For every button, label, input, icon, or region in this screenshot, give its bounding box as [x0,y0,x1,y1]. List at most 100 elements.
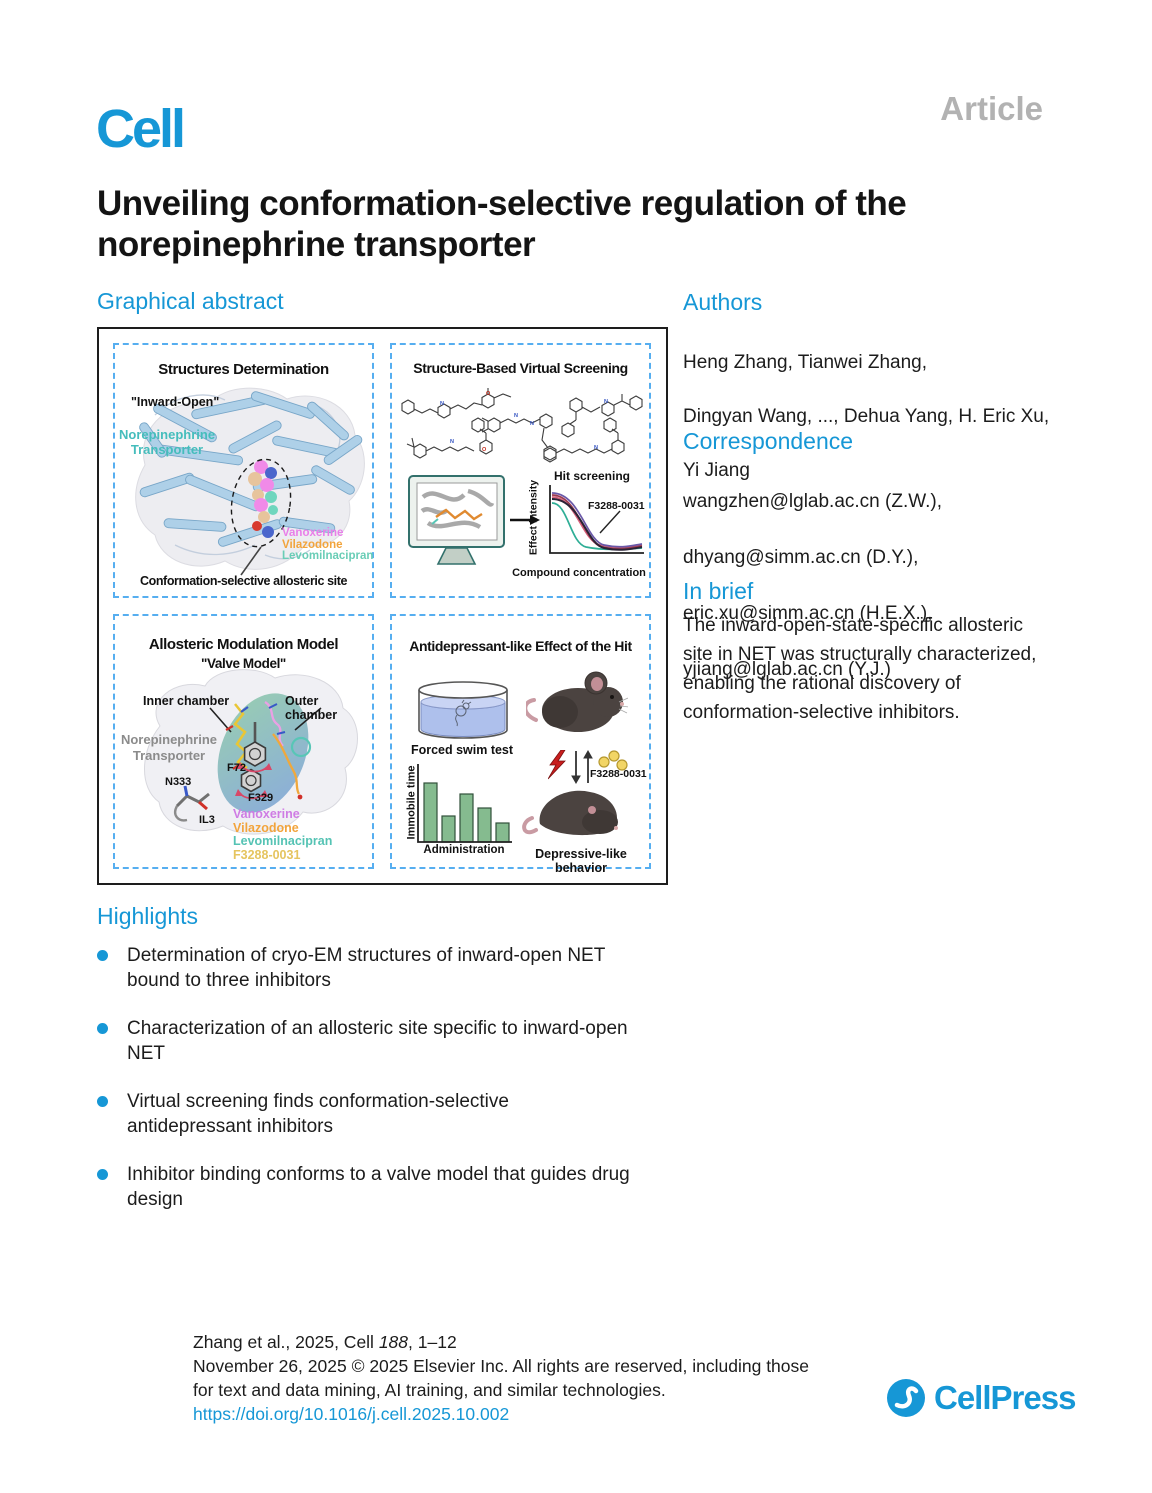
depressive-mouse-illustration [522,790,618,836]
forced-swim-test-label: Forced swim test [410,743,514,757]
arrow-right-icon [510,515,540,525]
svg-text:N: N [594,445,598,451]
bound-ligand-spheres [248,460,278,538]
cellpress-glyph-icon [887,1379,925,1417]
residue-f329-label: F329 [248,792,274,804]
highlight-item: Virtual screening finds conformation-sel… [97,1089,682,1139]
panel-antidepressant-effect: Antidepressant-like Effect of the Hit Fo… [390,614,651,875]
author-names: Heng Zhang, Tianwei Zhang, Dingyan Wang,… [683,352,1050,481]
rights-line: November 26, 2025 © 2025 Elsevier Inc. A… [193,1356,810,1376]
correspondence-emails: wangzhen@lglab.ac.cn (Z.W.), dhyang@simm… [683,460,1113,712]
svg-text:O: O [486,391,491,397]
highlight-item: Characterization of an allosteric site s… [97,1016,682,1066]
graphical-abstract-box: Structures Determination "Inward-Open" N… [97,327,668,885]
hit-pointer-line [599,510,621,534]
bar-y-axis-label: Immobile time [405,765,418,840]
in-brief-heading: In brief [683,578,754,604]
hit-compound-label: F3288-0031 [590,768,647,780]
ligand-label-levomilnacipran: Levomilnacipran [233,834,333,848]
net-cryoem-structure-illustration [135,387,365,576]
dose-response-plot [549,485,644,554]
plot-x-axis-label: Compound concentration [512,567,646,579]
page-title: Unveiling conformation-selective regulat… [97,184,907,264]
ligand-label-f3288: F3288-0031 [233,847,301,862]
citation-block: Zhang et al., 2025, Cell 188, 1–12 Novem… [193,1330,913,1426]
docking-monitor-illustration [408,475,505,565]
highlight-item: Inhibitor binding conforms to a valve mo… [97,1162,682,1212]
ligand-label-vilazodone: Vilazodone [233,820,299,835]
levomilnacipran-ring [290,736,312,758]
panel-virtual-screening: Structure-Based Virtual Screening [390,343,651,598]
svg-text:N: N [514,413,518,419]
citation-volume: 188 [378,1332,409,1352]
ligand-label-vilazodone: Vilazodone [282,538,343,551]
article-type-label: Article [940,90,1043,127]
hit-compound-label: F3288-0031 [588,500,645,512]
outer-chamber-label: Outer chamber [285,694,338,722]
authors-section: Authors Heng Zhang, Tianwei Zhang, Dingy… [683,289,1113,511]
plot-y-axis-label: Effect intensity [527,479,540,556]
email-line: dhyang@simm.ac.cn (D.Y.), [683,547,919,568]
rotation-arrowheads [235,762,272,797]
ligand-label-vanoxerine: Vanoxerine [233,807,300,821]
allosteric-site-ellipse [230,458,292,548]
ligand-label-vanoxerine: Vanoxerine [282,527,344,539]
cell-journal-logo: Cell [96,99,186,159]
immobile-time-bar [423,782,438,843]
graphical-abstract-heading: Graphical abstract [97,288,284,314]
immobile-time-bar [495,822,510,843]
f329-ring-icon [240,768,262,793]
valve-model-subtitle: "Valve Model" [201,656,286,671]
treatment-icons [548,750,628,784]
residue-f72-label: F72 [227,762,246,774]
cellpress-logo: CellPress [886,1378,1076,1418]
rights-line: for text and data mining, AI training, a… [193,1380,666,1400]
svg-text:N: N [604,399,608,405]
residue-n333-label: N333 [165,776,192,788]
correspondence-section: Correspondence wangzhen@lglab.ac.cn (Z.W… [683,428,1113,712]
email-line: eric.xu@simm.ac.cn (H.E.X.), [683,603,933,624]
n333-residue-sticks [174,785,210,822]
stress-lightning-icon [548,750,566,780]
inward-open-label: "Inward-Open" [131,395,220,409]
hit-screening-title: Hit screening [553,469,631,483]
doi-link[interactable]: https://doi.org/10.1016/j.cell.2025.10.0… [193,1404,510,1424]
ligand-label-levomilnacipran: Levomilnacipran [282,550,374,562]
f3288-sticks [272,733,303,800]
bullet-icon [97,1023,108,1034]
highlights-heading: Highlights [97,903,198,929]
candidate-molecules-illustration: N O N N N N O N [401,388,643,463]
allosteric-site-label: Conformation-selective allosteric site [139,574,348,588]
panel-title: Allosteric Modulation Model [148,636,339,653]
immobile-time-bar [459,793,474,843]
svg-text:O: O [482,447,487,453]
panel-title: Structures Determination [158,361,329,378]
swimming-mouse-doodle [455,699,472,727]
panel-structures-determination: Structures Determination "Inward-Open" N… [113,343,374,598]
immobile-time-bar-chart [417,764,512,843]
bar-x-axis-label: Administration [423,844,505,856]
residue-il3-label: IL3 [199,814,215,826]
in-brief-section: In brief The inward-open-state-specific … [683,578,1113,727]
correspondence-heading: Correspondence [683,428,854,454]
email-line: wangzhen@lglab.ac.cn (Z.W.), [683,491,943,512]
net-protein-label: Norepinephrine Transporter [119,427,216,457]
in-brief-text: The inward-open-state-specific allosteri… [683,615,1037,723]
valve-model-illustration [144,669,358,835]
immobile-time-bar [477,807,492,843]
panel-allosteric-model: Allosteric Modulation Model "Valve Model… [113,614,374,869]
net-protein-label: Norepinephrine Transporter [120,732,218,763]
cellpress-wordmark: CellPress [934,1379,1076,1416]
panel-title: Structure-Based Virtual Screening [413,360,628,376]
bullet-icon [97,1096,108,1107]
authors-heading: Authors [683,289,763,315]
email-line: yjiang@lglab.ac.cn (Y.J.) [683,659,891,680]
highlight-item: Determination of cryo-EM structures of i… [97,943,682,993]
forced-swim-beaker-illustration [418,681,508,739]
f72-ring-icon [243,741,267,767]
site-pointer-line [240,546,262,576]
highlights-section: Highlights Determination of cryo-EM stru… [97,903,682,1235]
immobile-time-bar [441,815,456,843]
bullet-icon [97,950,108,961]
